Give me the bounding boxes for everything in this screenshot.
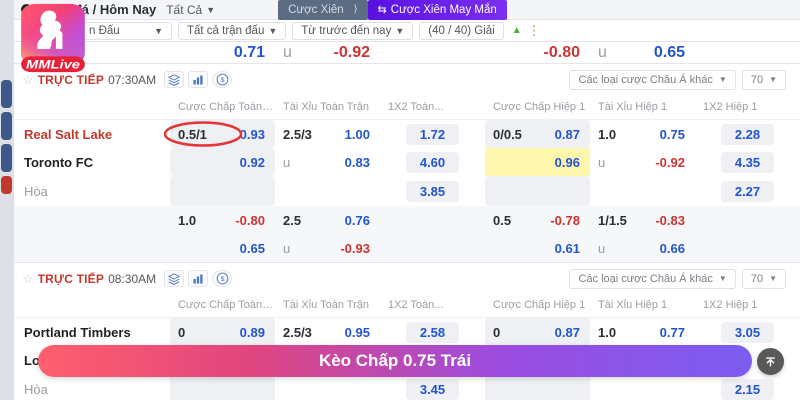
svg-text:MMLive: MMLive	[26, 58, 80, 71]
svg-text:$: $	[220, 276, 224, 283]
svg-text:$: $	[220, 77, 224, 84]
